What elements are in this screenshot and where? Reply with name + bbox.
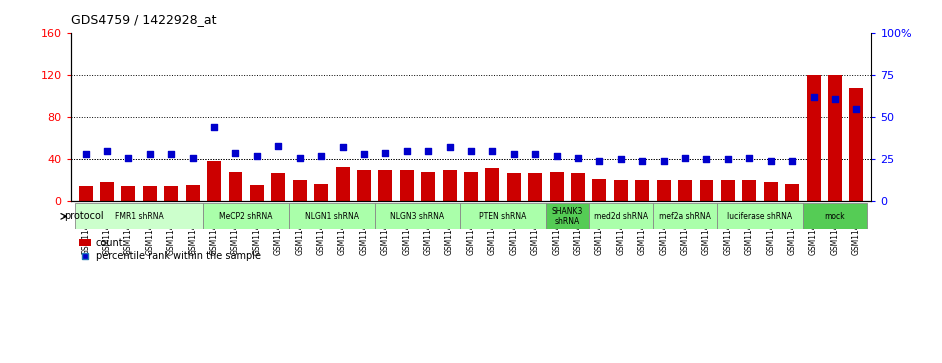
Point [270,143,285,149]
Bar [335,167,349,201]
Text: luciferase shRNA: luciferase shRNA [727,212,792,221]
Text: mef2a shRNA: mef2a shRNA [659,212,711,221]
Point [356,151,371,157]
Text: NLGN1 shRNA: NLGN1 shRNA [305,212,359,221]
Bar [589,203,653,229]
Bar [229,172,242,201]
Point [699,156,714,162]
Point [677,155,692,160]
Bar [657,180,671,201]
Point [78,151,93,157]
Point [592,158,607,164]
Point [142,151,157,157]
Point [442,144,457,150]
Point [121,155,136,160]
Bar [717,203,803,229]
Bar [357,170,371,201]
Text: med2d shRNA: med2d shRNA [593,212,648,221]
Text: mock: mock [824,212,845,221]
Text: protocol: protocol [64,211,104,221]
Bar [375,203,461,229]
Point [335,144,350,150]
Point [657,158,672,164]
Bar [379,170,392,201]
Bar [250,184,264,201]
Point [506,151,521,157]
Point [571,155,586,160]
Bar [742,180,756,201]
Point [613,156,628,162]
Bar [803,203,867,229]
Text: GDS4759 / 1422928_at: GDS4759 / 1422928_at [71,13,216,26]
Point [827,95,842,101]
Bar [203,203,289,229]
Point [228,150,243,155]
Point [549,153,564,159]
Bar [75,203,203,229]
Text: PTEN shRNA: PTEN shRNA [479,212,527,221]
Bar [464,172,478,201]
Bar [828,75,842,201]
Point [314,153,329,159]
Bar [315,184,328,201]
Bar [143,185,156,201]
Point [485,148,500,154]
Bar [507,173,521,201]
Bar [289,203,375,229]
Point [100,148,115,154]
Bar [421,172,435,201]
Bar [550,172,563,201]
Point [785,158,800,164]
Bar [571,173,585,201]
Bar [186,184,200,201]
Bar [593,179,607,201]
Text: SHANK3
shRNA: SHANK3 shRNA [552,207,583,226]
Bar [653,203,717,229]
Point [399,148,414,154]
Point [806,94,821,100]
Bar [546,203,589,229]
Point [528,151,543,157]
Bar [850,87,863,201]
Point [186,155,201,160]
Bar [122,185,136,201]
Bar [614,180,627,201]
Point [292,155,307,160]
Bar [806,75,820,201]
Bar [721,180,735,201]
Bar [700,180,713,201]
Point [849,106,864,111]
Bar [207,162,221,201]
Bar [485,168,499,201]
Bar [399,170,414,201]
Bar [443,170,457,201]
Legend: count, percentile rank within the sample: count, percentile rank within the sample [75,234,265,265]
Point [721,156,736,162]
Point [463,148,479,154]
Bar [764,183,778,201]
Point [763,158,778,164]
Point [378,150,393,155]
Bar [635,180,649,201]
Bar [271,173,285,201]
Point [421,148,436,154]
Point [206,124,221,130]
Point [250,153,265,159]
Bar [528,173,543,201]
Bar [79,185,92,201]
Text: FMR1 shRNA: FMR1 shRNA [115,212,164,221]
Text: NLGN3 shRNA: NLGN3 shRNA [390,212,445,221]
Text: MeCP2 shRNA: MeCP2 shRNA [219,212,273,221]
Bar [678,180,692,201]
Bar [461,203,546,229]
Bar [293,180,307,201]
Point [164,151,179,157]
Point [635,158,650,164]
Bar [100,183,114,201]
Bar [164,185,178,201]
Bar [786,184,799,201]
Point [741,155,756,160]
